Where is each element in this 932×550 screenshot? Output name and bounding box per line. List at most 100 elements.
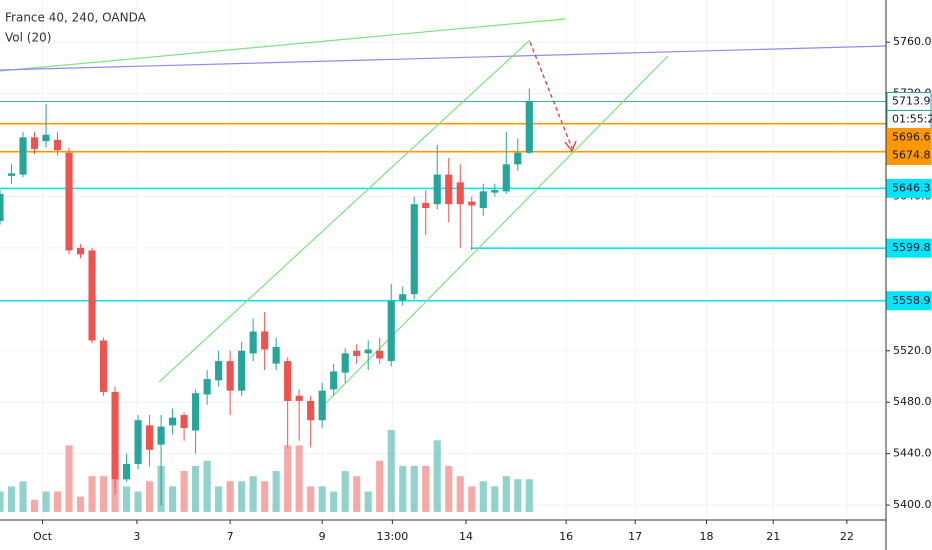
candle-body — [318, 390, 326, 421]
price-tag: 5713.9 — [892, 94, 931, 107]
candle-body — [146, 425, 154, 450]
x-tick-label: 16 — [559, 530, 573, 543]
candle-body — [169, 417, 177, 426]
candle-body — [65, 152, 73, 251]
candle-body — [445, 174, 453, 205]
price-tag-box — [886, 145, 932, 165]
candle-body — [157, 426, 165, 445]
volume-bar — [169, 486, 177, 512]
candle-body — [134, 420, 142, 464]
volume-bar — [65, 445, 73, 512]
volume-bar — [364, 491, 372, 512]
candle-body — [238, 350, 246, 391]
volume-bar — [53, 491, 62, 512]
candle-body — [192, 393, 200, 431]
x-tick-label: 17 — [628, 530, 642, 543]
candle-body — [88, 250, 96, 341]
levels-layer — [0, 101, 886, 302]
volume-bar — [502, 476, 510, 512]
x-tick-label: 3 — [133, 530, 140, 543]
candle-body — [295, 395, 303, 401]
price-tag-box — [886, 178, 932, 198]
chart-subtitle: Vol (20) — [5, 31, 51, 45]
candle-body — [387, 300, 395, 362]
candle-body — [111, 391, 119, 480]
x-tick-label: 18 — [699, 530, 713, 543]
volume-bar — [88, 476, 96, 512]
volume-bar — [479, 481, 487, 512]
price-tag-box — [886, 291, 932, 311]
volume-bar — [134, 491, 142, 512]
price-tag-box — [886, 238, 932, 258]
x-tick-label: 14 — [459, 530, 473, 543]
candle-body — [491, 190, 499, 193]
volume-bar — [215, 486, 223, 512]
candle-body — [42, 134, 50, 142]
price-tag: 5558.9 — [892, 294, 931, 307]
volume-bar — [399, 465, 407, 512]
arrow-line — [529, 41, 573, 149]
chart-title: France 40, 240, OANDA — [5, 11, 147, 25]
candle-body — [30, 137, 39, 149]
axes-layer: 5400.05440.05480.05520.05560.05600.05640… — [33, 35, 932, 543]
x-tick-label: 9 — [319, 530, 326, 543]
price-tag: 5674.8 — [892, 148, 931, 161]
y-tick-label: 5520.0 — [893, 344, 932, 357]
candles-layer — [0, 88, 533, 506]
price-tag: 5696.6 — [892, 130, 931, 143]
candle-body — [123, 463, 131, 480]
x-tick-label: 21 — [766, 530, 780, 543]
x-tick-label: 22 — [840, 530, 854, 543]
volume-bar — [192, 465, 200, 512]
candle-body — [399, 294, 407, 301]
candle-body — [76, 247, 85, 255]
candle-body — [502, 164, 510, 192]
candle-body — [203, 379, 211, 395]
volume-bar — [99, 476, 108, 512]
volume-bar — [146, 481, 154, 512]
drawings — [0, 18, 887, 408]
volume-bar — [180, 471, 188, 512]
volume-bar — [341, 471, 349, 512]
candle-body — [307, 400, 315, 421]
candle-body — [410, 204, 418, 295]
volume-bar — [387, 430, 395, 512]
x-tick-label: Oct — [33, 530, 53, 543]
candle-body — [249, 331, 257, 354]
arrow-head — [564, 140, 577, 153]
volume-bar — [307, 486, 315, 512]
candle-body — [364, 349, 372, 354]
volume-bar — [42, 491, 50, 512]
volume-bar — [295, 445, 303, 512]
volume-bar — [123, 486, 131, 512]
volume-bar — [249, 476, 257, 512]
x-tick-label: 7 — [227, 530, 234, 543]
volume-bar — [19, 481, 27, 512]
volume-bar — [422, 465, 430, 512]
candle-body — [422, 202, 430, 209]
candle-body — [7, 173, 16, 176]
volume-bar — [456, 476, 464, 512]
candle-body — [226, 361, 234, 391]
volume-bar — [261, 481, 269, 512]
volume-bar — [330, 491, 338, 512]
candle-body — [341, 353, 349, 373]
candle-body — [525, 101, 533, 153]
candle-body — [215, 361, 223, 381]
volume-bar — [468, 486, 476, 512]
candle-body — [456, 182, 464, 205]
volume-bar — [318, 486, 326, 512]
trend-line — [0, 18, 566, 72]
grid — [0, 0, 886, 520]
candle-body — [272, 346, 280, 364]
volume-bar — [514, 479, 522, 512]
volume-bar — [30, 499, 39, 512]
y-tick-label: 5760.0 — [893, 35, 932, 48]
candle-body — [53, 139, 62, 151]
volume-bar — [353, 476, 361, 512]
candle-body — [261, 331, 269, 350]
volume-bar — [376, 460, 384, 512]
channel-line — [158, 39, 531, 383]
candle-body — [180, 415, 188, 428]
